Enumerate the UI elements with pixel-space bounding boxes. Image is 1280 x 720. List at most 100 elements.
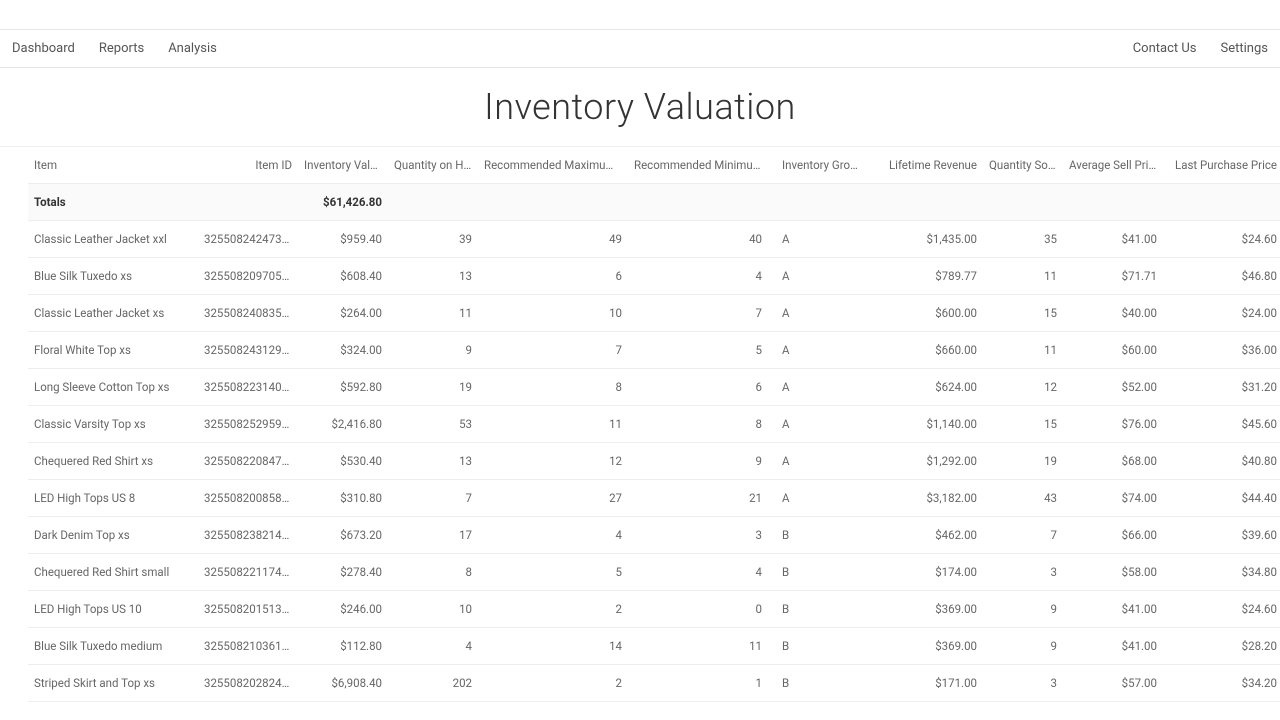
cell-inventory_group: A <box>768 443 868 480</box>
cell-lifetime_revenue: $174.00 <box>868 554 983 591</box>
cell-item_id: 32550822117479 <box>198 554 298 591</box>
col-header-rec_min_stock[interactable]: Recommended Minimum Stock <box>628 147 768 184</box>
cell-rec_min_stock: 7 <box>628 295 768 332</box>
table-row[interactable]: Chequered Red Shirt small32550822117479$… <box>28 554 1280 591</box>
table-row[interactable]: Classic Varsity Top xs32550825295975$2,4… <box>28 406 1280 443</box>
col-header-inventory_value[interactable]: Inventory Value <box>298 147 388 184</box>
nav-analysis[interactable]: Analysis <box>168 41 217 56</box>
cell-last_purchase_price: $31.20 <box>1163 369 1280 406</box>
col-header-item[interactable]: Item <box>28 147 198 184</box>
cell-qty_on_hand: 9 <box>388 332 478 369</box>
cell-qty_sold: 12 <box>983 369 1063 406</box>
totals-row: Totals $61,426.80 <box>28 184 1280 221</box>
cell-qty_on_hand: 13 <box>388 443 478 480</box>
cell-qty_sold: 3 <box>983 665 1063 702</box>
cell-avg_sell_price: $66.00 <box>1063 517 1163 554</box>
nav-right: Contact Us Settings <box>1133 41 1268 56</box>
table-row[interactable]: LED High Tops US 1032550820151399$246.00… <box>28 591 1280 628</box>
totals-cell-item: Totals <box>28 184 198 221</box>
totals-cell-last_purchase_price <box>1163 184 1280 221</box>
cell-last_purchase_price: $34.20 <box>1163 665 1280 702</box>
col-header-last_purchase_price[interactable]: Last Purchase Price <box>1163 147 1280 184</box>
cell-rec_min_stock: 4 <box>628 554 768 591</box>
cell-item_id: 32550820151399 <box>198 591 298 628</box>
cell-avg_sell_price: $41.00 <box>1063 591 1163 628</box>
cell-inventory_value: $310.80 <box>298 480 388 517</box>
cell-rec_max_stock: 11 <box>478 406 628 443</box>
table-row[interactable]: Dark Denim Top xs32550823821415$673.2017… <box>28 517 1280 554</box>
cell-rec_min_stock: 1 <box>628 665 768 702</box>
cell-item_id: 32550820085863 <box>198 480 298 517</box>
cell-item: Blue Silk Tuxedo xs <box>28 258 198 295</box>
cell-item: Chequered Red Shirt xs <box>28 443 198 480</box>
table-row[interactable]: Long Sleeve Cotton Top xs32550822314087$… <box>28 369 1280 406</box>
cell-qty_on_hand: 10 <box>388 591 478 628</box>
cell-item: Long Sleeve Cotton Top xs <box>28 369 198 406</box>
table-row[interactable]: Blue Silk Tuxedo xs32550820970599$608.40… <box>28 258 1280 295</box>
cell-inventory_value: $278.40 <box>298 554 388 591</box>
cell-inventory_group: B <box>768 517 868 554</box>
cell-inventory_group: A <box>768 480 868 517</box>
cell-qty_sold: 15 <box>983 295 1063 332</box>
totals-cell-inventory_value: $61,426.80 <box>298 184 388 221</box>
cell-inventory_value: $608.40 <box>298 258 388 295</box>
cell-lifetime_revenue: $600.00 <box>868 295 983 332</box>
cell-item: Floral White Top xs <box>28 332 198 369</box>
nav-dashboard[interactable]: Dashboard <box>12 41 75 56</box>
cell-inventory_group: A <box>768 295 868 332</box>
col-header-lifetime_revenue[interactable]: Lifetime Revenue <box>868 147 983 184</box>
totals-cell-rec_min_stock <box>628 184 768 221</box>
table-row[interactable]: Classic Leather Jacket xxl32550824247399… <box>28 221 1280 258</box>
cell-rec_max_stock: 12 <box>478 443 628 480</box>
col-header-qty_sold[interactable]: Quantity Sold <box>983 147 1063 184</box>
cell-rec_max_stock: 2 <box>478 665 628 702</box>
nav-settings[interactable]: Settings <box>1221 41 1268 56</box>
navbar: Dashboard Reports Analysis Contact Us Se… <box>0 30 1280 68</box>
cell-inventory_group: B <box>768 554 868 591</box>
totals-cell-rec_max_stock <box>478 184 628 221</box>
cell-rec_max_stock: 10 <box>478 295 628 332</box>
table-row[interactable]: LED High Tops US 832550820085863$310.807… <box>28 480 1280 517</box>
table-row[interactable]: Chequered Red Shirt xs32550822084711$530… <box>28 443 1280 480</box>
cell-item_id: 32550821036135 <box>198 628 298 665</box>
cell-last_purchase_price: $24.60 <box>1163 591 1280 628</box>
col-header-rec_max_stock[interactable]: Recommended Maximum Stock <box>478 147 628 184</box>
cell-qty_sold: 9 <box>983 591 1063 628</box>
nav-reports[interactable]: Reports <box>99 41 144 56</box>
cell-last_purchase_price: $36.00 <box>1163 332 1280 369</box>
cell-rec_max_stock: 8 <box>478 369 628 406</box>
nav-contact-us[interactable]: Contact Us <box>1133 41 1197 56</box>
table-row[interactable]: Floral White Top xs32550824312935$324.00… <box>28 332 1280 369</box>
cell-item: Classic Leather Jacket xs <box>28 295 198 332</box>
cell-inventory_group: A <box>768 406 868 443</box>
cell-item_id: 32550820282471 <box>198 665 298 702</box>
cell-inventory_group: B <box>768 628 868 665</box>
table-row[interactable]: Blue Silk Tuxedo medium32550821036135$11… <box>28 628 1280 665</box>
cell-qty_on_hand: 7 <box>388 480 478 517</box>
cell-last_purchase_price: $44.40 <box>1163 480 1280 517</box>
col-header-inventory_group[interactable]: Inventory Group <box>768 147 868 184</box>
totals-cell-qty_sold <box>983 184 1063 221</box>
cell-last_purchase_price: $45.60 <box>1163 406 1280 443</box>
cell-avg_sell_price: $76.00 <box>1063 406 1163 443</box>
col-header-item_id[interactable]: Item ID <box>198 147 298 184</box>
cell-last_purchase_price: $24.60 <box>1163 221 1280 258</box>
cell-lifetime_revenue: $462.00 <box>868 517 983 554</box>
cell-item: Blue Silk Tuxedo medium <box>28 628 198 665</box>
cell-item: Striped Skirt and Top xs <box>28 665 198 702</box>
cell-rec_max_stock: 5 <box>478 554 628 591</box>
cell-item: Classic Varsity Top xs <box>28 406 198 443</box>
cell-inventory_group: A <box>768 258 868 295</box>
cell-lifetime_revenue: $789.77 <box>868 258 983 295</box>
cell-lifetime_revenue: $624.00 <box>868 369 983 406</box>
cell-lifetime_revenue: $369.00 <box>868 628 983 665</box>
cell-qty_on_hand: 11 <box>388 295 478 332</box>
table-row[interactable]: Striped Skirt and Top xs32550820282471$6… <box>28 665 1280 702</box>
table-row[interactable]: Classic Leather Jacket xs32550824083559$… <box>28 295 1280 332</box>
cell-inventory_value: $264.00 <box>298 295 388 332</box>
col-header-avg_sell_price[interactable]: Average Sell Price <box>1063 147 1163 184</box>
cell-rec_min_stock: 40 <box>628 221 768 258</box>
cell-item_id: 32550824247399 <box>198 221 298 258</box>
col-header-qty_on_hand[interactable]: Quantity on Hand <box>388 147 478 184</box>
cell-item_id: 32550823821415 <box>198 517 298 554</box>
